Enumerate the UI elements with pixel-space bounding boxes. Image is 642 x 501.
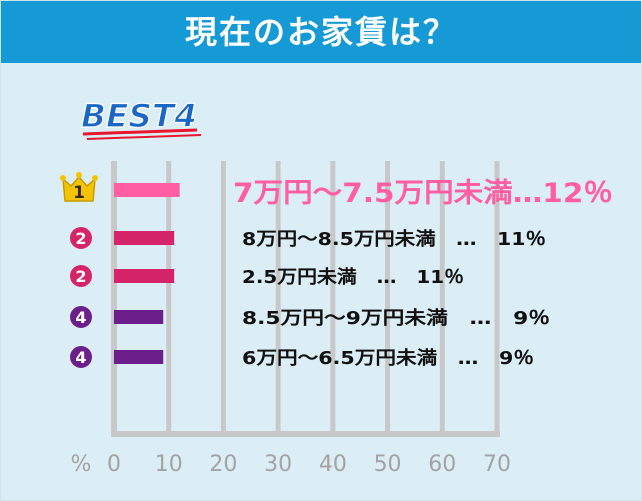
header-bar <box>1 1 641 63</box>
bar-4 <box>114 310 164 324</box>
x-tick-label: 20 <box>209 452 237 477</box>
best4-badge: BEST4 <box>80 96 202 140</box>
bar-label: 8万円～8.5万円未満 … 11％ <box>242 228 546 250</box>
crown-icon <box>62 175 96 202</box>
bar-label: 7万円～7.5万円未満…12％ <box>233 178 613 209</box>
rank-number: 2 <box>75 267 86 286</box>
x-tick-label: 70 <box>483 452 511 477</box>
x-tick-label: 10 <box>155 452 183 477</box>
bar-2 <box>114 231 175 245</box>
crown-jewel <box>76 172 82 178</box>
rank-badge-icon <box>70 346 92 368</box>
rank-badge-icon <box>70 227 92 249</box>
rank-badge-icon <box>70 306 92 328</box>
bar-label: 8.5万円～9万円未満 … 9％ <box>242 307 550 329</box>
best4-badge-text: BEST4 <box>81 97 197 135</box>
x-tick-label: 30 <box>264 452 292 477</box>
rank-number: 2 <box>75 229 86 248</box>
bar-label: 2.5万円未満 … 11％ <box>242 266 464 288</box>
bar-1 <box>114 183 180 197</box>
rank-number: 4 <box>75 348 86 367</box>
best4-underline <box>82 128 198 136</box>
bar-label: 6万円～6.5万円未満 … 9％ <box>242 347 534 369</box>
chart-title: 現在のお家賃は？ <box>184 13 457 51</box>
best4-underline-2 <box>86 134 202 140</box>
x-tick-label: 50 <box>374 452 402 477</box>
rank-number: 4 <box>75 308 86 327</box>
rank-number: 1 <box>73 183 85 203</box>
crown-jewel <box>60 175 66 181</box>
bar-3 <box>114 269 175 283</box>
x-tick-label: 0 <box>107 452 121 477</box>
unit-label: % <box>71 452 92 477</box>
crown-jewel <box>92 175 98 181</box>
x-tick-label: 60 <box>428 452 456 477</box>
rank-badge-icon <box>70 265 92 287</box>
bar-5 <box>114 350 164 364</box>
x-tick-label: 40 <box>319 452 347 477</box>
